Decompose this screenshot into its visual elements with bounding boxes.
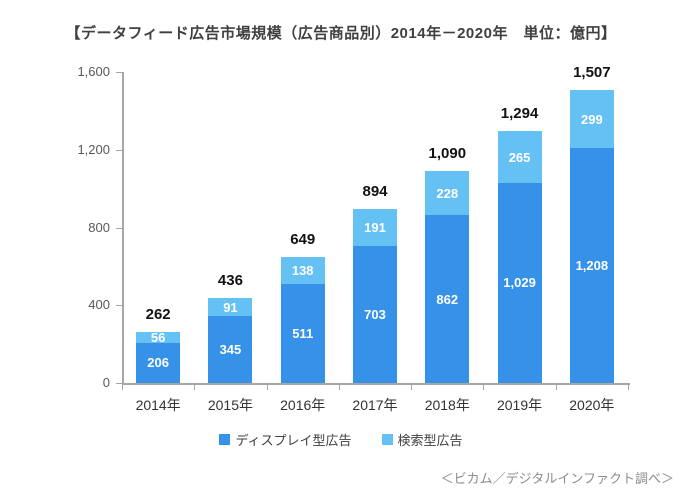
bar-value-display: 1,029 — [503, 275, 536, 291]
bar-total-label: 262 — [145, 306, 171, 324]
bar-total-label: 1,507 — [573, 64, 611, 82]
bar-value-search: 191 — [364, 220, 386, 236]
bar-segment-search: 91 — [208, 298, 253, 316]
bar-value-search: 299 — [580, 111, 603, 127]
bar-total-label: 649 — [290, 230, 316, 248]
bar-segment-display: 511 — [280, 283, 325, 383]
y-axis-tick — [116, 305, 122, 307]
legend-item: 検索型広告 — [381, 430, 463, 449]
x-axis-tick — [194, 385, 196, 390]
y-axis-label: 800 — [88, 219, 110, 235]
bar-segment-display: 206 — [136, 342, 181, 383]
x-axis-tick — [483, 385, 485, 390]
y-axis-label: 1,200 — [77, 141, 110, 157]
bar-segment-search: 191 — [353, 209, 397, 247]
bar-segment-search: 228 — [425, 171, 470, 216]
legend-swatch-icon — [219, 434, 231, 445]
y-axis-tick — [116, 149, 122, 151]
bar-value-display: 703 — [364, 307, 386, 323]
y-axis-label: 400 — [88, 297, 110, 313]
bar-value-search: 91 — [223, 299, 238, 315]
bar-value-search: 265 — [508, 149, 531, 165]
chart-title: 【データフィード広告市場規模（広告商品別）2014年－2020年 単位：億円】 — [65, 25, 617, 42]
bar-segment-search: 138 — [280, 256, 325, 284]
bar-value-search: 228 — [436, 185, 459, 201]
bar-segment-search: 56 — [136, 330, 181, 345]
bar-total-label: 894 — [362, 183, 388, 201]
bar-value-search: 56 — [150, 330, 166, 345]
bar-segment-display: 1,208 — [569, 148, 614, 383]
bar-value-search: 138 — [291, 262, 314, 278]
y-axis-tick — [116, 227, 122, 229]
legend-label: 検索型広告 — [397, 433, 463, 448]
y-axis-label: 1,600 — [77, 64, 110, 79]
bar-segment-display: 345 — [208, 315, 253, 383]
x-axis-category-label: 2014年 — [135, 397, 181, 413]
bar-segment-display: 703 — [353, 246, 397, 383]
bar-total-label: 1,294 — [500, 105, 539, 123]
bar-segment-display: 862 — [425, 215, 470, 383]
x-axis-tick — [628, 385, 629, 390]
x-axis-line — [122, 383, 630, 385]
legend-swatch-icon — [381, 434, 393, 445]
x-axis-tick — [411, 385, 413, 390]
source-note: ＜ビカム／デジタルインファクト調べ＞ — [440, 471, 674, 486]
bar-value-display: 206 — [147, 355, 169, 371]
bar-value-display: 1,208 — [575, 258, 609, 274]
legend-item: ディスプレイ型広告 — [219, 430, 352, 449]
bar-total-label: 1,090 — [428, 145, 467, 163]
x-axis-tick — [555, 385, 557, 390]
x-axis-category-label: 2019年 — [496, 397, 543, 413]
bar-total-label: 436 — [217, 272, 243, 290]
legend-label: ディスプレイ型広告 — [235, 433, 352, 448]
legend: ディスプレイ型広告 検索型広告 — [0, 430, 682, 449]
y-axis-tick — [116, 383, 122, 384]
bar-value-display: 511 — [292, 325, 314, 341]
x-axis-category-label: 2015年 — [207, 397, 253, 413]
x-axis-tick — [266, 385, 268, 390]
bar-segment-search: 299 — [569, 90, 614, 149]
bar-value-display: 862 — [436, 291, 459, 307]
x-axis-tick — [122, 385, 123, 390]
y-axis-label: 0 — [102, 375, 110, 390]
bar-value-display: 345 — [219, 341, 242, 357]
bar-segment-display: 1,029 — [497, 182, 542, 383]
bar-segment-search: 265 — [497, 131, 542, 183]
x-axis-category-label: 2017年 — [352, 397, 398, 413]
x-axis-category-label: 2018年 — [424, 397, 470, 413]
x-axis-tick — [338, 385, 340, 390]
x-axis-category-label: 2020年 — [569, 397, 615, 413]
y-axis-line — [122, 72, 124, 383]
x-axis-category-label: 2016年 — [280, 397, 326, 413]
y-axis-tick — [116, 72, 122, 73]
